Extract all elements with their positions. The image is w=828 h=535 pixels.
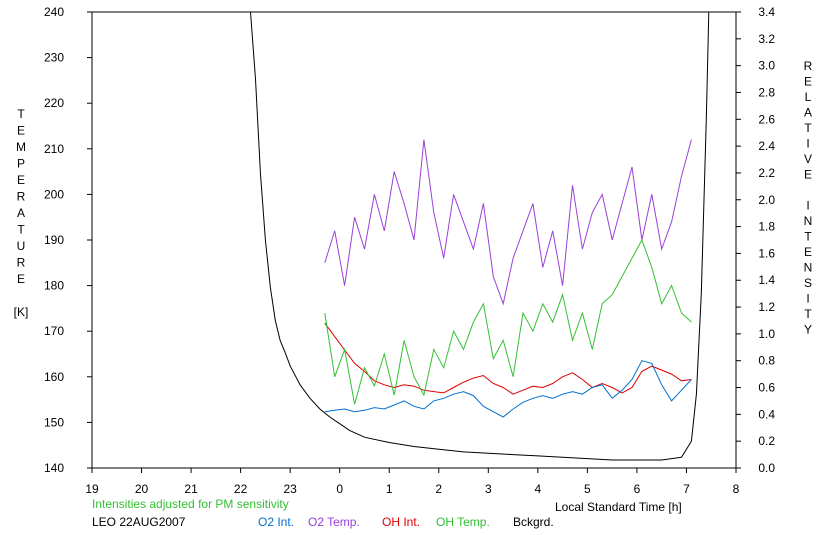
y-left-tick-label: 140	[44, 461, 64, 475]
y-left-label-char: T	[17, 223, 25, 237]
y-right-tick-label: 1.8	[758, 220, 775, 234]
y-right-axis-ticks: 0.0 0.2 0.4 0.6 0.8 1.0 1.2 1.4 1.6 1.8 2.0 2.2 2.4 2…	[736, 5, 775, 475]
sensitivity-note: Intensities adjusted for PM sensitivity	[92, 497, 289, 511]
y-right-label-char: I	[806, 199, 809, 213]
x-tick-label: 21	[184, 482, 198, 496]
y-right-label-char: R	[804, 59, 813, 73]
y-left-label-char: U	[17, 239, 26, 253]
y-left-label-char: P	[17, 157, 25, 171]
legend: O2 Int. O2 Temp. OH Int. OH Temp. Bckgrd.	[258, 515, 554, 529]
y-right-label-char: N	[804, 261, 813, 275]
y-right-tick-label: 1.0	[758, 327, 775, 341]
y-left-tick-label: 150	[44, 415, 64, 429]
y-left-tick-label: 200	[44, 187, 64, 201]
y-left-label-char: [K]	[14, 305, 29, 319]
x-tick-label: 6	[634, 482, 641, 496]
y-right-label-char: N	[804, 214, 813, 228]
y-right-label-char: Y	[804, 323, 812, 337]
series-line-o2-temp	[324, 139, 692, 306]
y-left-tick-label: 160	[44, 370, 64, 384]
y-left-label-char: T	[17, 107, 25, 121]
y-left-tick-label: 180	[44, 279, 64, 293]
y-left-tick-label: 220	[44, 96, 64, 110]
y-right-tick-label: 2.4	[758, 139, 775, 153]
y-right-tick-label: 2.2	[758, 166, 775, 180]
series-line-oh-temp	[324, 238, 692, 405]
y-right-label-char: T	[804, 230, 812, 244]
y-right-tick-label: 1.4	[758, 273, 775, 287]
y-right-tick-label: 3.4	[758, 5, 775, 19]
y-right-label-char: E	[804, 168, 812, 182]
y-left-tick-label: 170	[44, 324, 64, 338]
y-right-tick-label: 3.0	[758, 59, 775, 73]
y-left-label-char: E	[17, 124, 25, 138]
x-tick-label: 19	[85, 482, 99, 496]
y-right-tick-label: 0.0	[758, 461, 775, 475]
legend-entry: OH Temp.	[436, 515, 490, 529]
y-right-label-char: S	[804, 276, 812, 290]
y-left-tick-label: 190	[44, 233, 64, 247]
y-left-label-char: M	[16, 140, 26, 154]
y-left-label-char: R	[17, 256, 26, 270]
y-right-label-char: V	[804, 152, 812, 166]
legend-entry: O2 Int.	[258, 515, 294, 529]
x-tick-label: 20	[135, 482, 149, 496]
y-left-tick-label: 230	[44, 51, 64, 65]
x-tick-label: 3	[485, 482, 492, 496]
y-left-tick-label: 210	[44, 142, 64, 156]
y-right-tick-label: 0.4	[758, 407, 775, 421]
x-tick-label: 7	[683, 482, 690, 496]
y-left-label-char: E	[17, 173, 25, 187]
x-tick-label: 4	[535, 482, 542, 496]
y-right-tick-label: 0.6	[758, 381, 775, 395]
station-label: LEO 22AUG2007	[92, 515, 186, 529]
y-right-label-char: E	[804, 75, 812, 89]
y-right-label-char: I	[806, 292, 809, 306]
x-tick-label: 1	[386, 482, 393, 496]
y-right-label-char: A	[804, 106, 812, 120]
x-axis-ticks: 19 20 21 22 23 0 1 2 3 4 5 6 7 8	[85, 468, 740, 496]
x-tick-label: 22	[234, 482, 248, 496]
series-line-oh-int	[324, 322, 692, 395]
y-left-label-char: R	[17, 190, 26, 204]
y-right-tick-label: 0.2	[758, 434, 775, 448]
y-right-tick-label: 1.6	[758, 246, 775, 260]
y-right-label-char: T	[804, 307, 812, 321]
y-right-tick-label: 1.2	[758, 300, 775, 314]
x-tick-label: 8	[733, 482, 740, 496]
x-axis-label: Local Standard Time [h]	[555, 500, 682, 514]
x-tick-label: 2	[435, 482, 442, 496]
series-layer	[250, 11, 710, 461]
series-line-o2-int	[324, 360, 692, 418]
y-right-label-char: T	[804, 121, 812, 135]
y-right-tick-label: 2.0	[758, 193, 775, 207]
series-line-bckgrd	[250, 11, 710, 461]
y-left-label-char: E	[17, 272, 25, 286]
y-right-tick-label: 2.6	[758, 112, 775, 126]
y-right-label-char: L	[805, 90, 812, 104]
y-left-axis-ticks: 140 150 160 170 180 190 200 210 220 230 240	[44, 5, 92, 475]
x-tick-label: 5	[584, 482, 591, 496]
y-right-tick-label: 3.2	[758, 32, 775, 46]
legend-entry: Bckgrd.	[513, 515, 554, 529]
x-tick-label: 0	[336, 482, 343, 496]
y-right-tick-label: 2.8	[758, 85, 775, 99]
legend-entry: OH Int.	[382, 515, 420, 529]
y-left-tick-label: 240	[44, 5, 64, 19]
y-right-label-char: I	[806, 137, 809, 151]
y-right-tick-label: 0.8	[758, 354, 775, 368]
x-tick-label: 23	[283, 482, 297, 496]
legend-entry: O2 Temp.	[308, 515, 360, 529]
y-right-label-char: E	[804, 245, 812, 259]
y-left-label-char: A	[17, 206, 25, 220]
